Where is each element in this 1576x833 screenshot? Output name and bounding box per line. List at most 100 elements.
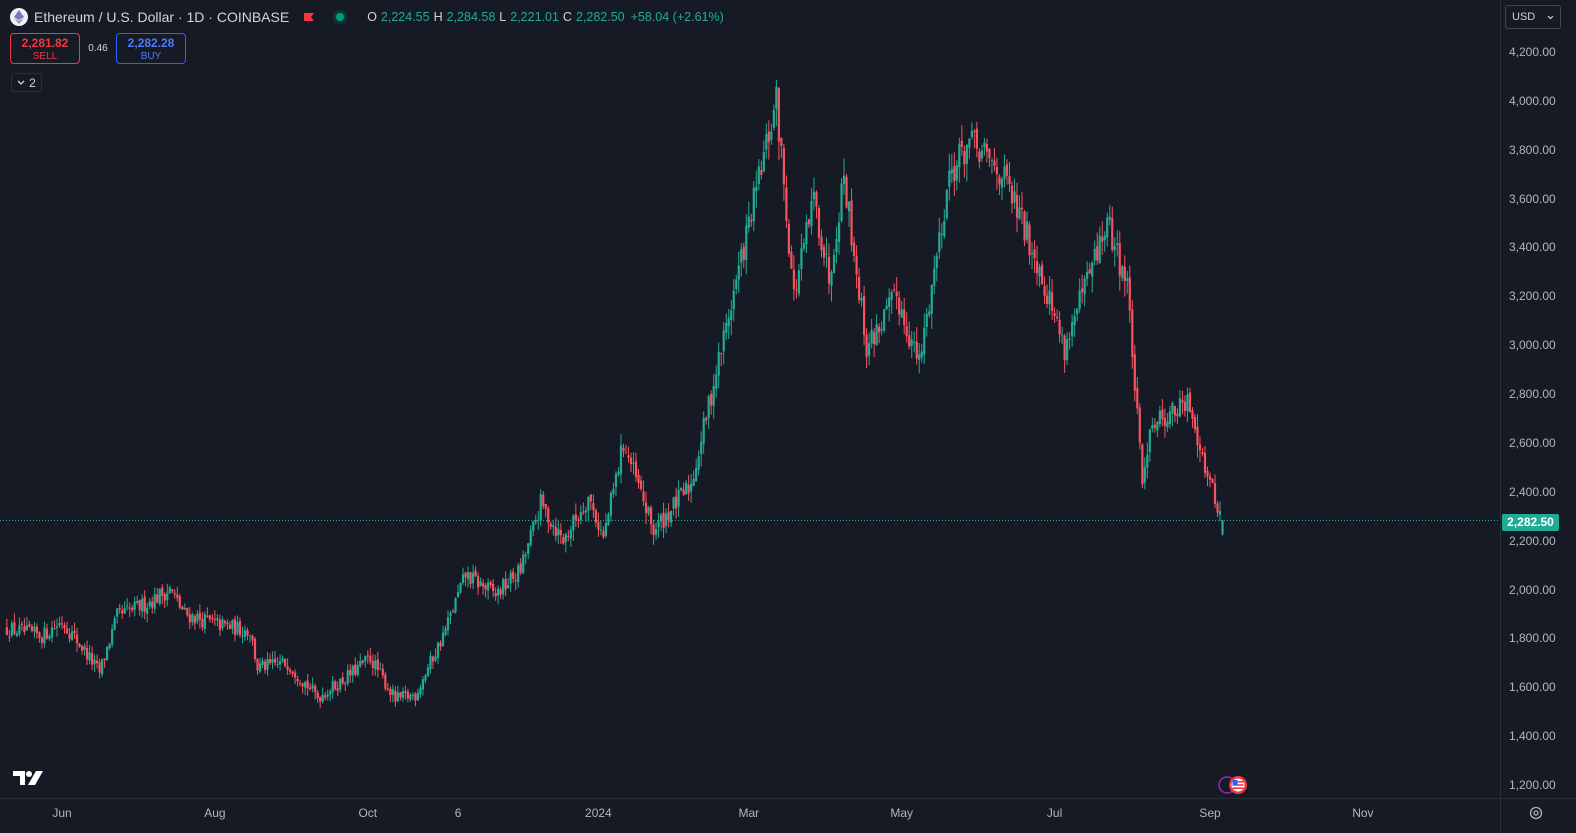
- candle-body: [404, 691, 407, 694]
- candle-body: [857, 276, 861, 300]
- candle-body: [286, 666, 289, 670]
- candle-body: [409, 694, 412, 700]
- candle-body: [622, 447, 625, 452]
- candle-body: [38, 632, 41, 639]
- candle-body: [1048, 290, 1051, 305]
- candle-body: [156, 594, 159, 603]
- candle-body: [582, 511, 585, 513]
- candle-body: [532, 521, 535, 531]
- price-tick-label: 2,200.00: [1509, 533, 1556, 548]
- open-value: 2,224.55: [380, 10, 430, 24]
- candle-body: [998, 176, 1001, 185]
- candle-body: [479, 581, 482, 587]
- candle-body: [364, 655, 367, 662]
- candle-body: [161, 587, 164, 597]
- candle-body: [309, 687, 312, 690]
- candle-body: [820, 236, 823, 251]
- candle-body: [251, 636, 254, 641]
- time-tick-label: Jun: [52, 806, 72, 820]
- candle-body: [416, 692, 420, 701]
- candle-body: [1148, 429, 1151, 453]
- time-tick-label: Sep: [1199, 806, 1221, 820]
- candle-body: [770, 131, 773, 140]
- candle-body: [1068, 338, 1071, 340]
- candle-body: [725, 323, 728, 333]
- candle-body: [201, 618, 204, 628]
- candle-body: [1143, 466, 1146, 483]
- candle-body: [604, 522, 608, 536]
- candle-body: [845, 176, 848, 208]
- ethereum-icon[interactable]: [10, 8, 28, 26]
- candle-body: [614, 473, 618, 487]
- candle-body: [514, 580, 517, 582]
- candle-body: [627, 455, 630, 458]
- candle-body: [900, 309, 903, 318]
- candle-body: [221, 619, 224, 629]
- candle-body: [629, 457, 633, 465]
- candle-body: [654, 529, 658, 535]
- candle-body: [1193, 416, 1197, 430]
- candle-body: [58, 622, 61, 626]
- candle-body: [524, 554, 527, 557]
- gear-icon[interactable]: [1528, 805, 1544, 821]
- currency-select[interactable]: USD: [1505, 5, 1561, 29]
- candle-body: [1096, 246, 1099, 261]
- candle-body: [301, 683, 304, 687]
- candle-body: [198, 612, 201, 620]
- candle-body: [248, 635, 252, 637]
- candle-body: [1073, 316, 1076, 326]
- candle-body: [487, 582, 490, 591]
- close-label: C: [562, 10, 572, 24]
- buy-label: BUY: [140, 51, 162, 62]
- candle-body: [549, 524, 552, 527]
- candle-body: [765, 134, 768, 150]
- candle-body: [795, 289, 798, 291]
- buy-button[interactable]: 2,282.28 BUY: [116, 33, 186, 64]
- candle-body: [589, 494, 592, 502]
- candle-body: [690, 483, 693, 492]
- candle-body: [133, 601, 136, 610]
- candle-body: [1063, 335, 1066, 361]
- flag-icon[interactable]: [303, 11, 315, 23]
- candle-body: [188, 614, 191, 623]
- symbol-title[interactable]: Ethereum / U.S. Dollar · 1D · COINBASE: [34, 9, 290, 25]
- tradingview-logo[interactable]: [13, 768, 45, 786]
- candle-body: [276, 663, 279, 665]
- candle-body: [805, 221, 808, 245]
- candle-body: [1028, 224, 1031, 256]
- economic-events-icon[interactable]: [1217, 775, 1253, 795]
- candle-body: [349, 670, 352, 676]
- candle-body: [840, 183, 843, 222]
- indicators-toggle-button[interactable]: 2: [11, 73, 42, 92]
- price-scale-border: [1500, 0, 1501, 833]
- candle-body: [938, 232, 941, 252]
- candlestick-plot[interactable]: [0, 0, 1500, 798]
- price-tick-label: 3,800.00: [1509, 142, 1556, 157]
- candle-body: [1045, 295, 1049, 304]
- price-tick-label: 1,800.00: [1509, 631, 1556, 646]
- candle-body: [1056, 316, 1059, 319]
- candle-body: [1066, 339, 1069, 360]
- candle-body: [331, 681, 334, 693]
- candle-body: [662, 512, 665, 528]
- candle-body: [344, 683, 347, 685]
- candle-body: [868, 343, 871, 356]
- candle-body: [644, 502, 648, 513]
- candle-body: [943, 221, 946, 237]
- candle-body: [572, 515, 575, 531]
- sell-button[interactable]: 2,281.82 SELL: [10, 33, 80, 64]
- candle-body: [885, 305, 888, 309]
- candle-body: [429, 655, 432, 670]
- candle-body: [35, 626, 39, 634]
- candle-body: [464, 572, 467, 578]
- candle-body: [878, 326, 881, 333]
- candle-body: [559, 529, 562, 536]
- candle-body: [925, 313, 928, 327]
- candle-body: [579, 512, 582, 521]
- candle-body: [707, 396, 710, 419]
- candle-body: [166, 592, 169, 601]
- candle-body: [837, 222, 841, 243]
- price-tick-label: 3,000.00: [1509, 338, 1556, 353]
- candle-body: [106, 646, 109, 660]
- candle-body: [597, 522, 600, 530]
